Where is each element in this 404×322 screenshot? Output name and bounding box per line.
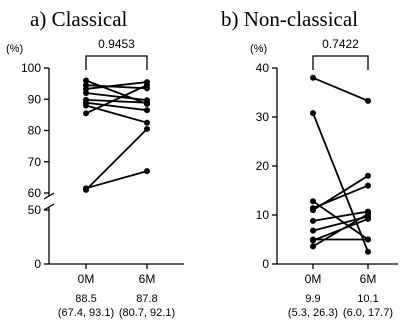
panel-b-unit-label: (%) [250, 43, 267, 55]
y-tick-label: 70 [28, 155, 42, 169]
panel-non-classical: b) Non-classical (%) 0 10 20 30 40 0M 6M 0.7422… [221, 7, 398, 319]
series-line [85, 79, 148, 105]
y-tick-label: 60 [28, 186, 42, 200]
p-value-label: 0.9453 [98, 37, 135, 51]
y-tick-label: 100 [21, 61, 41, 75]
data-point [83, 77, 89, 84]
axis-break-mark [43, 203, 55, 211]
panel-a-plot: 0 50 60 70 80 90 100 0M 6M 0.9453 88.5 (67.4, 93.1)… [21, 37, 184, 319]
data-point [365, 97, 371, 104]
series-line [85, 92, 148, 102]
series-line [85, 84, 148, 115]
data-point [310, 74, 316, 81]
range-label: (80.7, 92.1) [119, 307, 175, 319]
data-point [144, 99, 150, 106]
data-point [310, 207, 316, 214]
series-line [312, 112, 369, 253]
range-label: (67.4, 93.1) [58, 307, 114, 319]
data-point [144, 125, 150, 132]
data-point [310, 198, 316, 205]
y-tick-label: 20 [256, 159, 270, 173]
series-line [312, 210, 369, 222]
median-label: 9.9 [305, 293, 320, 305]
data-point [365, 248, 371, 255]
median-label: 10.1 [357, 293, 378, 305]
p-value-bracket [312, 55, 369, 70]
series-line [85, 84, 148, 90]
y-tick-label: 30 [256, 110, 270, 124]
x-tick-label: 6M [360, 272, 377, 286]
y-tick-label: 0 [34, 257, 41, 271]
series-line [85, 170, 148, 190]
series-line [312, 213, 369, 248]
p-value-label: 0.7422 [322, 37, 359, 51]
y-tick-label: 10 [256, 208, 270, 222]
series-line [85, 128, 148, 191]
panel-a-unit-label: (%) [6, 43, 23, 55]
data-point [83, 110, 89, 117]
data-point [310, 110, 316, 117]
y-tick-label: 0 [262, 257, 269, 271]
data-point [144, 107, 150, 114]
median-label: 88.5 [75, 293, 96, 305]
series-line [312, 175, 369, 211]
data-point [310, 237, 316, 244]
panel-classical: a) Classical (%) 0 50 60 70 80 90 100 0M 6M 0.945… [6, 7, 184, 319]
data-point [310, 227, 316, 234]
data-point [310, 243, 316, 250]
panel-b-title: b) Non-classical [221, 7, 358, 31]
series-line [312, 76, 369, 102]
data-point [144, 168, 150, 175]
range-label: (5.3, 26.3) [288, 307, 338, 319]
data-point [83, 90, 89, 96]
series-line [312, 200, 369, 241]
data-point [365, 211, 371, 218]
data-point [144, 119, 150, 126]
data-point [365, 236, 371, 243]
data-point [144, 82, 150, 89]
data-point [365, 172, 371, 179]
x-tick-label: 0M [78, 272, 95, 286]
data-point [365, 182, 371, 189]
series-line [85, 98, 148, 104]
series-line [85, 104, 148, 124]
x-tick-label: 0M [305, 272, 322, 286]
panel-a-title: a) Classical [30, 7, 128, 31]
range-label: (6.0, 17.7) [343, 307, 393, 319]
series-line [85, 81, 148, 90]
series-line [85, 101, 148, 112]
x-tick-label: 6M [139, 272, 156, 286]
data-point [310, 217, 316, 224]
panel-b-plot: 0 10 20 30 40 0M 6M 0.7422 9.9 (5.3, 26.3) 10.1 (6.… [256, 37, 398, 319]
y-tick-label: 50 [28, 203, 42, 217]
data-point [83, 102, 89, 109]
data-point [83, 186, 89, 193]
y-tick-label: 90 [28, 92, 42, 106]
y-tick-label: 40 [256, 61, 270, 75]
median-label: 87.8 [136, 293, 157, 305]
data-point [365, 215, 371, 222]
axis-break-mark [43, 192, 55, 200]
y-tick-label: 80 [28, 124, 42, 138]
p-value-bracket [85, 55, 148, 70]
